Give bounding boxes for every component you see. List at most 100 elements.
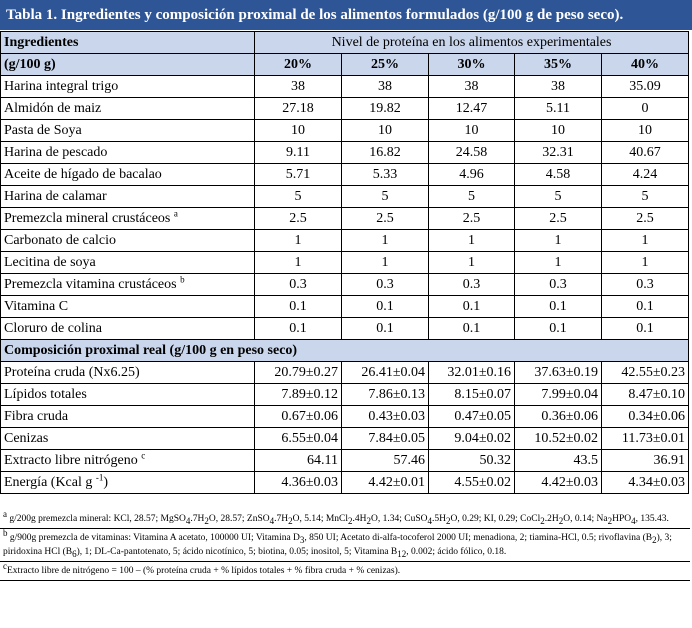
footnote-text: 2	[652, 534, 657, 545]
value-cell: 19.82	[341, 97, 429, 120]
value-cell: 1	[428, 251, 515, 274]
value-cell: 5	[254, 185, 342, 208]
footnote-text: .5H	[432, 514, 447, 524]
row-label: Vitamina C	[0, 295, 255, 318]
row-label: Premezcla mineral crustáceos a	[0, 207, 255, 230]
value-cell: 0.3	[514, 273, 602, 296]
value-cell: 10	[428, 119, 515, 142]
value-cell: 50.32	[428, 449, 515, 472]
value-cell: 2.5	[600, 207, 690, 230]
value-cell: 4.42±0.01	[341, 471, 429, 494]
ingredient-row: Pasta de Soya 10 10 10 10 10	[0, 119, 690, 142]
value-cell: 36.91	[600, 449, 690, 472]
ingredient-row: Almidón de maiz 27.18 19.82 12.47 5.11 0	[0, 97, 690, 120]
footnote-mineral: a g/200g premezcla mineral: KCl, 28.57; …	[0, 508, 690, 529]
value-cell: 5	[428, 185, 515, 208]
row-label-text: Premezcla mineral crustáceos	[4, 211, 171, 226]
footnote-text: O, 1.34; CuSO	[371, 514, 428, 524]
footnote-extract: cExtracto libre de nitrógeno = 100 – (% …	[0, 561, 690, 581]
value-cell: 7.99±0.04	[514, 383, 602, 406]
value-cell: 0.67±0.06	[254, 405, 342, 428]
value-cell: 0.1	[600, 317, 690, 340]
ingredient-row: Harina de calamar 5 5 5 5 5	[0, 185, 690, 208]
footnote-text: O, 28.57; ZnSO	[208, 514, 270, 524]
ingredient-row: Premezcla mineral crustáceos a 2.5 2.5 2.5 2…	[0, 207, 690, 230]
value-cell: 38	[514, 75, 602, 98]
value-cell: 0.3	[428, 273, 515, 296]
ingredient-row: Harina integral trigo 38 38 38 38 35.09	[0, 75, 690, 98]
value-cell: 1	[600, 251, 690, 274]
value-cell: 5	[600, 185, 690, 208]
composition-row: Lípidos totales 7.89±0.12 7.86±0.13 8.15±0.…	[0, 383, 690, 406]
footnote-text: O, 0.14; Na	[563, 514, 608, 524]
value-cell: 10	[514, 119, 602, 142]
value-cell: 0.1	[514, 295, 602, 318]
value-cell: 0.1	[428, 317, 515, 340]
value-cell: 1	[254, 229, 342, 252]
value-cell: 4.96	[428, 163, 515, 186]
value-cell: 1	[428, 229, 515, 252]
value-cell: 32.01±0.16	[428, 361, 515, 384]
ingredient-row: Lecitina de soya 1 1 1 1 1	[0, 251, 690, 274]
value-cell: 10.52±0.02	[514, 427, 602, 450]
footnote-text: 3	[299, 534, 305, 545]
value-cell: 38	[254, 75, 342, 98]
value-cell: 0.43±0.03	[341, 405, 429, 428]
units-header: (g/100 g)	[0, 53, 255, 76]
footnote-text: 2	[540, 515, 545, 526]
value-cell: 0.1	[514, 317, 602, 340]
row-label: Extracto libre nitrógeno c	[0, 449, 255, 472]
value-cell: 0.1	[254, 295, 342, 318]
value-cell: 2.5	[254, 207, 342, 230]
value-cell: 0.1	[428, 295, 515, 318]
row-label-text: Harina de calamar	[4, 189, 107, 204]
row-label-text: Cloruro de colina	[4, 321, 102, 336]
footnote-text: , 0.002; ácido fólico, 0.18.	[406, 547, 507, 557]
footnote-text: .7H	[190, 514, 205, 524]
footnote-text: , 135.43.	[635, 514, 669, 524]
footnote-text: 2	[558, 515, 564, 526]
footnote-text: 6	[72, 548, 77, 559]
value-cell: 38	[341, 75, 429, 98]
footnote-text: 2	[348, 515, 353, 526]
ingredient-row: Aceite de hígado de bacalao 5.71 5.33 4.96 4…	[0, 163, 690, 186]
row-label-text: Lípidos totales	[4, 387, 87, 402]
value-cell: 4.55±0.02	[428, 471, 515, 494]
value-cell: 0.1	[341, 317, 429, 340]
footnote-mark: -1	[95, 472, 104, 483]
value-cell: 37.63±0.19	[514, 361, 602, 384]
footnote-mark: c	[141, 450, 146, 461]
level-header: 20%	[254, 53, 342, 76]
value-cell: 4.58	[514, 163, 602, 186]
value-cell: 16.82	[341, 141, 429, 164]
row-label: Cloruro de colina	[0, 317, 255, 340]
footnote-mark: a	[3, 508, 7, 519]
ingredients-header: Ingredientes	[0, 31, 255, 54]
row-label-suffix: )	[103, 475, 109, 490]
composition-row: Cenizas 6.55±0.04 7.84±0.05 9.04±0.02 10.52±…	[0, 427, 690, 450]
row-label-text: Carbonato de calcio	[4, 233, 116, 248]
value-cell: 0.1	[600, 295, 690, 318]
value-cell: 2.5	[341, 207, 429, 230]
value-cell: 0.34±0.06	[600, 405, 690, 428]
row-label: Proteína cruda (Nx6.25)	[0, 361, 255, 384]
value-cell: 6.55±0.04	[254, 427, 342, 450]
protein-level-group-header: Nivel de proteína en los alimentos exper…	[253, 31, 690, 54]
row-label-text: Harina integral trigo	[4, 79, 119, 94]
row-label-text: Almidón de maiz	[4, 101, 102, 116]
footnote-text: .7H	[274, 514, 289, 524]
row-label: Energía (Kcal g -1)	[0, 471, 255, 494]
composition-section-header: Composición proximal real (g/100 g en pe…	[0, 339, 690, 362]
ingredient-row: Carbonato de calcio 1 1 1 1 1	[0, 229, 690, 252]
value-cell: 38	[428, 75, 515, 98]
row-label: Pasta de Soya	[0, 119, 255, 142]
value-cell: 7.86±0.13	[341, 383, 429, 406]
value-cell: 1	[514, 229, 602, 252]
footnote-text: 2	[607, 515, 613, 526]
row-label: Harina de calamar	[0, 185, 255, 208]
row-label: Aceite de hígado de bacalao	[0, 163, 255, 186]
row-label: Cenizas	[0, 427, 255, 450]
row-label: Lecitina de soya	[0, 251, 255, 274]
value-cell: 40.67	[600, 141, 690, 164]
ingredients-body: Harina integral trigo 38 38 38 38 35.09 Almidó…	[0, 75, 690, 340]
